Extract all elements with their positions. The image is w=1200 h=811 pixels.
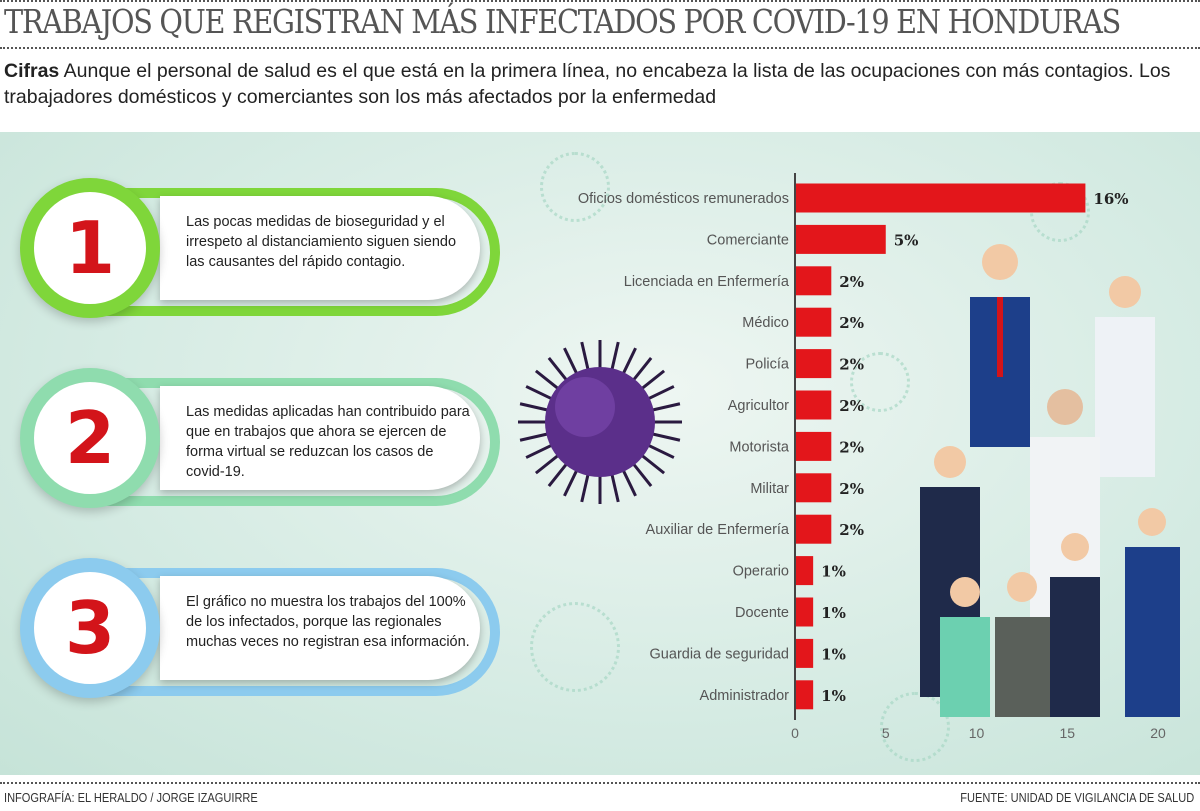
value-label: 2% [839,314,864,332]
bar [795,307,832,337]
value-label: 2% [839,356,864,374]
virus-deco-icon [530,602,620,692]
page-title: TRABAJOS QUE REGISTRAN MÁS INFECTADOS PO… [4,2,1121,41]
x-tick-label: 5 [882,725,890,741]
virus-deco-icon [850,352,910,412]
point-text: Las pocas medidas de bioseguridad y el i… [160,196,480,300]
infographic-panel: Las pocas medidas de bioseguridad y el i… [0,132,1200,775]
footer-divider [0,782,1200,784]
value-label: 2% [839,438,864,456]
x-tick-label: 0 [791,725,799,741]
value-label: 1% [821,645,846,663]
x-tick-label: 10 [969,725,985,741]
value-label: 2% [839,521,864,539]
intro-body: Aunque el personal de salud es el que es… [4,60,1171,108]
intro-label: Cifras [4,60,60,82]
point-band [90,378,500,506]
virus-icon [518,340,682,504]
category-label: Motorista [729,439,790,455]
category-label: Guardia de seguridad [650,646,789,662]
value-label: 5% [894,231,919,249]
bar [795,349,832,379]
category-label: Comerciante [707,232,789,248]
bar [795,224,886,254]
category-label: Auxiliar de Enfermería [646,522,790,538]
virus-deco-icon [540,152,610,222]
value-label: 1% [821,604,846,622]
workers-illustration [920,244,1180,717]
point-3: El gráfico no muestra los trabajos del 1… [20,558,500,698]
category-label: Militar [750,481,789,497]
point-1: Las pocas medidas de bioseguridad y el i… [20,178,500,318]
bar [795,680,814,710]
bar [795,597,814,627]
value-label: 2% [839,397,864,415]
value-label: 2% [839,480,864,498]
value-label: 1% [821,563,846,581]
bar [795,473,832,503]
x-tick-label: 15 [1059,725,1075,741]
point-text: Las medidas aplicadas han contribuido pa… [160,386,480,490]
credit-text: INFOGRAFÍA: EL HERALDO / JORGE IZAGUIRRE [4,790,258,805]
value-label: 16% [1093,190,1128,208]
category-label: Administrador [700,688,790,704]
bar [795,183,1086,213]
point-2: Las medidas aplicadas han contribuido pa… [20,368,500,508]
value-label: 1% [821,687,846,705]
bar [795,390,832,420]
category-label: Docente [735,605,789,621]
bar [795,431,832,461]
category-label: Médico [742,315,789,331]
category-label: Operario [733,564,789,580]
point-band [90,188,500,316]
category-label: Oficios domésticos remunerados [578,191,789,207]
value-label: 2% [839,273,864,291]
bar [795,556,814,586]
intro-text: Cifras Aunque el personal de salud es el… [4,58,1194,110]
x-tick-label: 20 [1150,725,1166,741]
top-divider [0,0,1200,2]
point-band [90,568,500,696]
source-text: FUENTE: UNIDAD DE VIGILANCIA DE SALUD [960,790,1194,805]
category-label: Licenciada en Enfermería [624,274,790,290]
bar [795,266,832,296]
bar [795,638,814,668]
point-text: El gráfico no muestra los trabajos del 1… [160,576,480,680]
point-number-badge: 3 [20,558,160,698]
point-number-badge: 1 [20,178,160,318]
category-label: Policía [745,357,789,373]
virus-deco-icon [880,692,950,762]
category-label: Agricultor [728,398,789,414]
title-divider [0,47,1200,49]
bar [795,514,832,544]
